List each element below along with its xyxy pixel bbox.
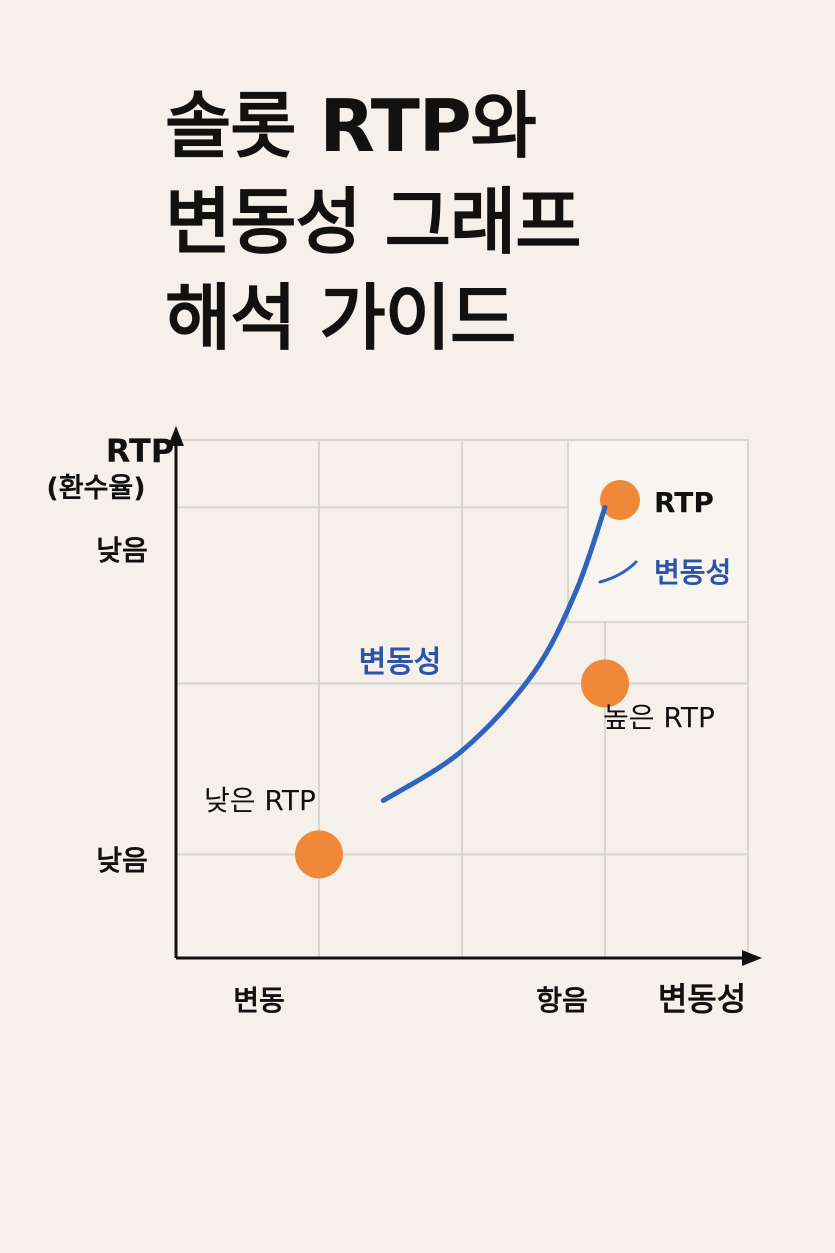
title-line-2: 변동성 그래프: [165, 180, 582, 264]
chart-points: [295, 659, 629, 879]
y-axis-arrow: [168, 426, 184, 446]
x-tick-label-left: 변동: [233, 984, 285, 1017]
x-axis-arrow: [742, 950, 762, 966]
legend-marker-rtp: [600, 480, 640, 520]
legend-label-rtp: RTP: [654, 486, 714, 519]
chart-axes: [168, 426, 762, 966]
legend-marker-volatility: [598, 560, 638, 584]
y-tick-label-upper: 낮음: [96, 534, 148, 567]
curve-annotation-label: 변동성: [359, 645, 442, 680]
title-line-1: 솔롯 RTP와: [165, 84, 537, 168]
point-low-rtp: [295, 830, 343, 879]
x-axis-label: 변동성: [658, 980, 746, 1018]
point-label-high-rtp: 높은 RTP: [603, 701, 715, 734]
point-high-rtp: [581, 659, 629, 708]
x-tick-label-right: 항음: [536, 984, 588, 1017]
point-label-low-rtp: 낮은 RTP: [204, 784, 316, 817]
y-axis-sublabel: (환수율): [46, 473, 145, 504]
volatility-curve: [380, 504, 608, 804]
y-axis-label: RTP: [106, 432, 174, 470]
y-tick-label-lower: 낮음: [96, 844, 148, 877]
title-line-3: 해석 가이드: [165, 276, 516, 360]
legend-label-volatility: 변동성: [654, 556, 731, 589]
page-title: 솔롯 RTP와 변동성 그래프 해석 가이드: [165, 78, 805, 366]
chart-text: RTP (환수율) 변동성 낮음 낮음 변동 항음 낮은 RTP 높은 RTP …: [46, 432, 746, 1018]
chart-series: [380, 504, 608, 804]
